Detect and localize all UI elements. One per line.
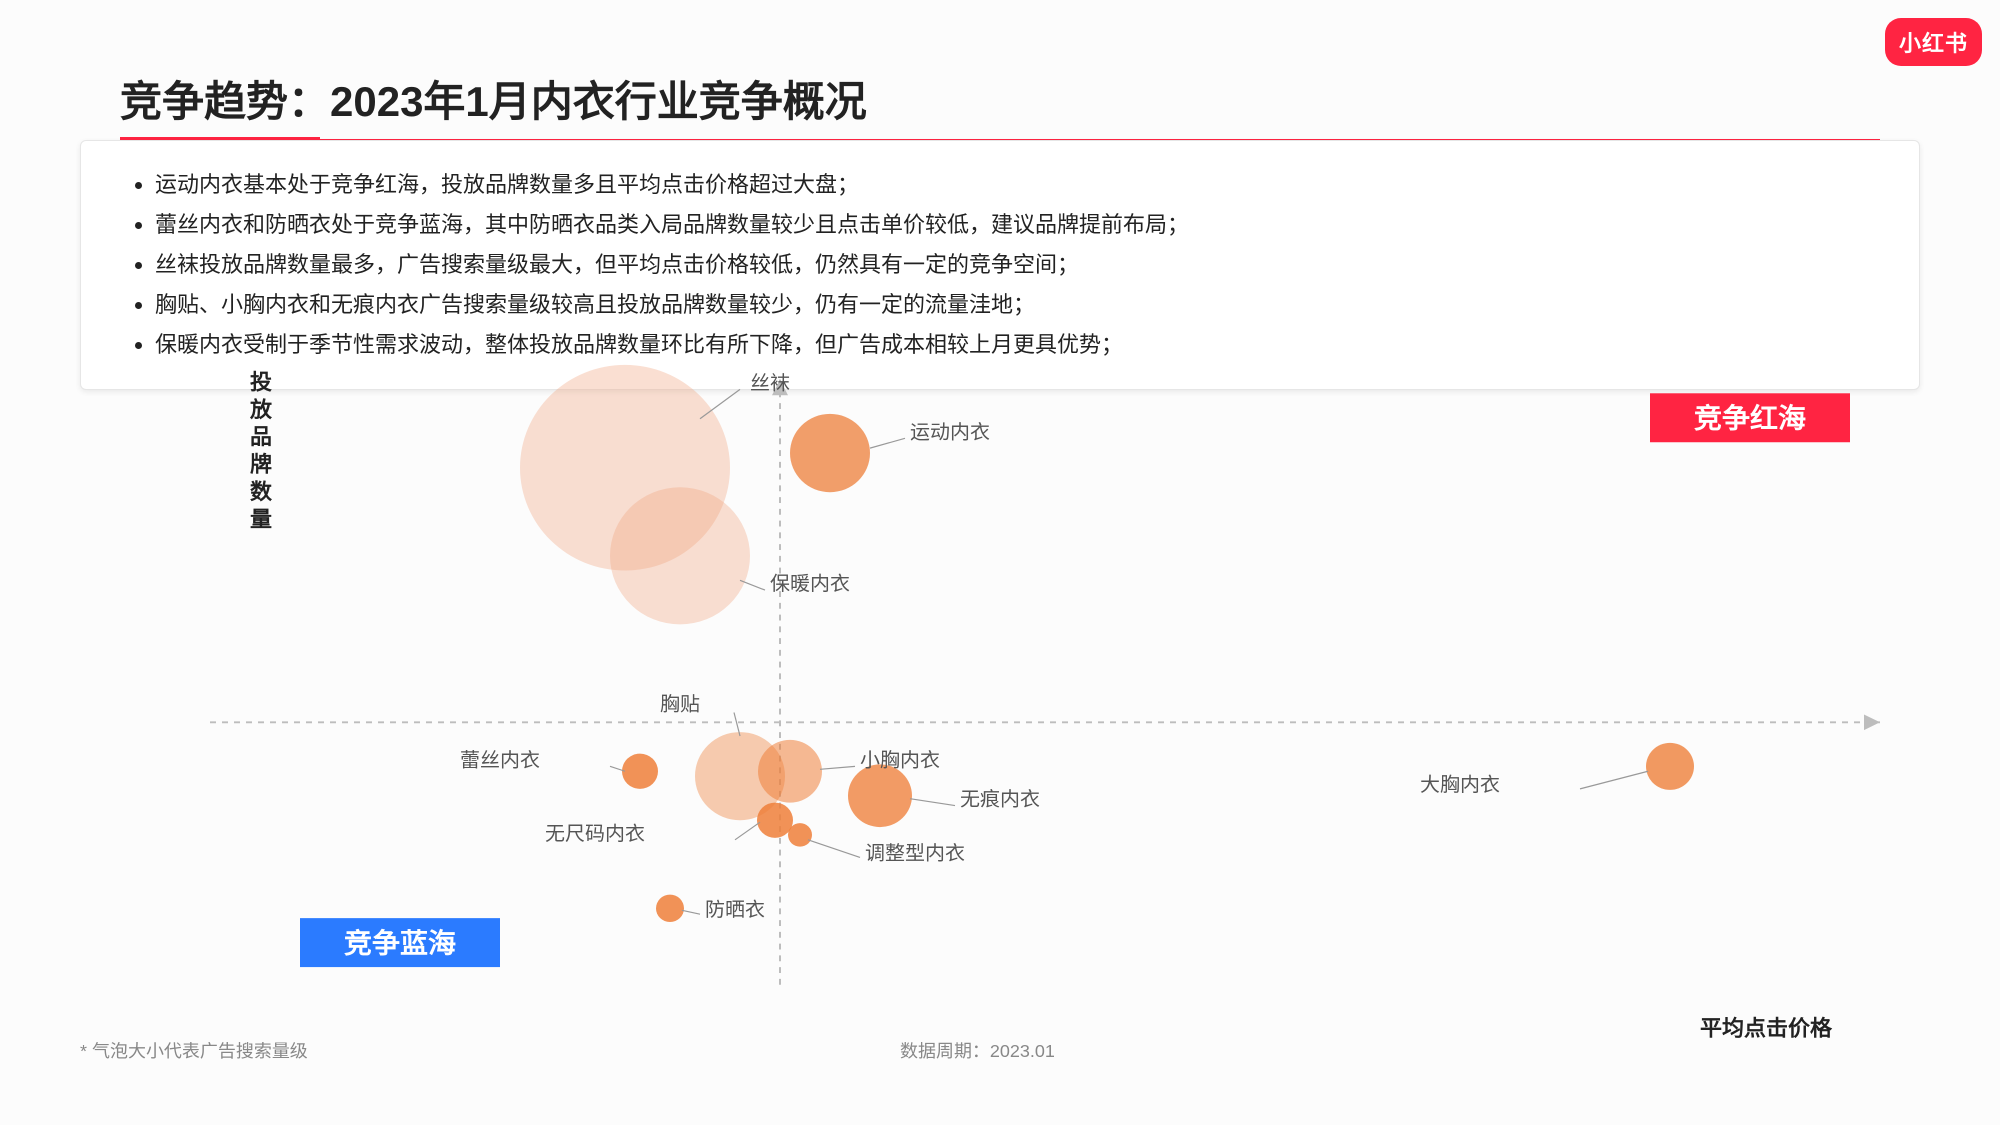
title-container: 竞争趋势：2023年1月内衣行业竞争概况 <box>120 68 1880 140</box>
bubble-label: 无痕内衣 <box>960 789 1040 811</box>
summary-list: 运动内衣基本处于竞争红海，投放品牌数量多且平均点击价格超过大盘；蕾丝内衣和防晒衣… <box>127 165 1883 365</box>
bubble-leader-line <box>870 438 905 448</box>
bubble-label: 防晒衣 <box>705 899 765 921</box>
bubble-label: 调整型内衣 <box>865 843 965 865</box>
footnote-center: 数据周期：2023.01 <box>900 1041 1055 1061</box>
bubble-leader-line <box>820 766 855 769</box>
bubble <box>848 764 912 827</box>
y-axis-label: 牌 <box>250 452 272 477</box>
bubble <box>622 754 658 789</box>
bubble <box>1646 743 1694 790</box>
bubble <box>656 895 684 922</box>
bubble-label: 蕾丝内衣 <box>460 750 540 772</box>
bubble-label: 运动内衣 <box>910 422 990 444</box>
x-axis-arrow-icon <box>1864 714 1880 730</box>
summary-item: 蕾丝内衣和防晒衣处于竞争蓝海，其中防晒衣品类入局品牌数量较少且点击单价较低，建议… <box>155 205 1883 245</box>
bubble-label: 大胸内衣 <box>1420 774 1500 796</box>
summary-box: 运动内衣基本处于竞争红海，投放品牌数量多且平均点击价格超过大盘；蕾丝内衣和防晒衣… <box>80 140 1920 390</box>
y-axis-label: 量 <box>250 507 272 532</box>
blue-ocean-badge-text: 竞争蓝海 <box>344 928 456 959</box>
bubble-leader-line <box>910 799 955 806</box>
bubble <box>790 414 870 492</box>
bubble-leader-line <box>682 910 700 914</box>
bubble-label: 小胸内衣 <box>860 750 940 772</box>
red-ocean-badge-text: 竞争红海 <box>1694 403 1806 434</box>
bubble <box>610 487 750 624</box>
bubble-label: 无尺码内衣 <box>545 823 645 845</box>
bubble-label: 保暖内衣 <box>770 573 850 595</box>
bubble <box>757 803 793 838</box>
y-axis-label: 投 <box>250 370 272 395</box>
y-axis-label: 数 <box>250 479 272 504</box>
summary-item: 丝袜投放品牌数量最多，广告搜索量级最大，但平均点击价格较低，仍然具有一定的竞争空… <box>155 245 1883 285</box>
bubble-leader-line <box>1580 771 1648 789</box>
bubble-leader-line <box>740 580 765 590</box>
bubble-label: 胸贴 <box>660 694 700 716</box>
y-axis-label: 品 <box>250 424 272 449</box>
footnote-left: * 气泡大小代表广告搜索量级 <box>80 1041 308 1061</box>
summary-item: 保暖内衣受制于季节性需求波动，整体投放品牌数量环比有所下降，但广告成本相较上月更… <box>155 325 1883 365</box>
bubble-leader-line <box>808 840 860 858</box>
y-axis-label: 放 <box>249 397 272 422</box>
x-axis-label: 平均点击价格 <box>1700 1016 1832 1041</box>
bubble-quadrant-chart: 投放品牌数量平均点击价格 竞争红海竞争蓝海 丝袜运动内衣保暖内衣蕾丝内衣 胸贴小胸内衣… <box>80 360 1920 1065</box>
page-title: 竞争趋势：2023年1月内衣行业竞争概况 <box>120 68 1880 140</box>
bubble-chart-wrap: 投放品牌数量平均点击价格 竞争红海竞争蓝海 丝袜运动内衣保暖内衣蕾丝内衣 胸贴小胸内衣… <box>80 360 1920 1065</box>
brand-logo: 小红书 <box>1885 18 1982 66</box>
bubble-label: 丝袜 <box>750 373 790 395</box>
summary-item: 运动内衣基本处于竞争红海，投放品牌数量多且平均点击价格超过大盘； <box>155 165 1883 205</box>
bubble <box>788 823 812 847</box>
bubble-leader-line <box>735 822 760 840</box>
bubble <box>758 740 822 803</box>
summary-item: 胸贴、小胸内衣和无痕内衣广告搜索量级较高且投放品牌数量较少，仍有一定的流量洼地； <box>155 285 1883 325</box>
